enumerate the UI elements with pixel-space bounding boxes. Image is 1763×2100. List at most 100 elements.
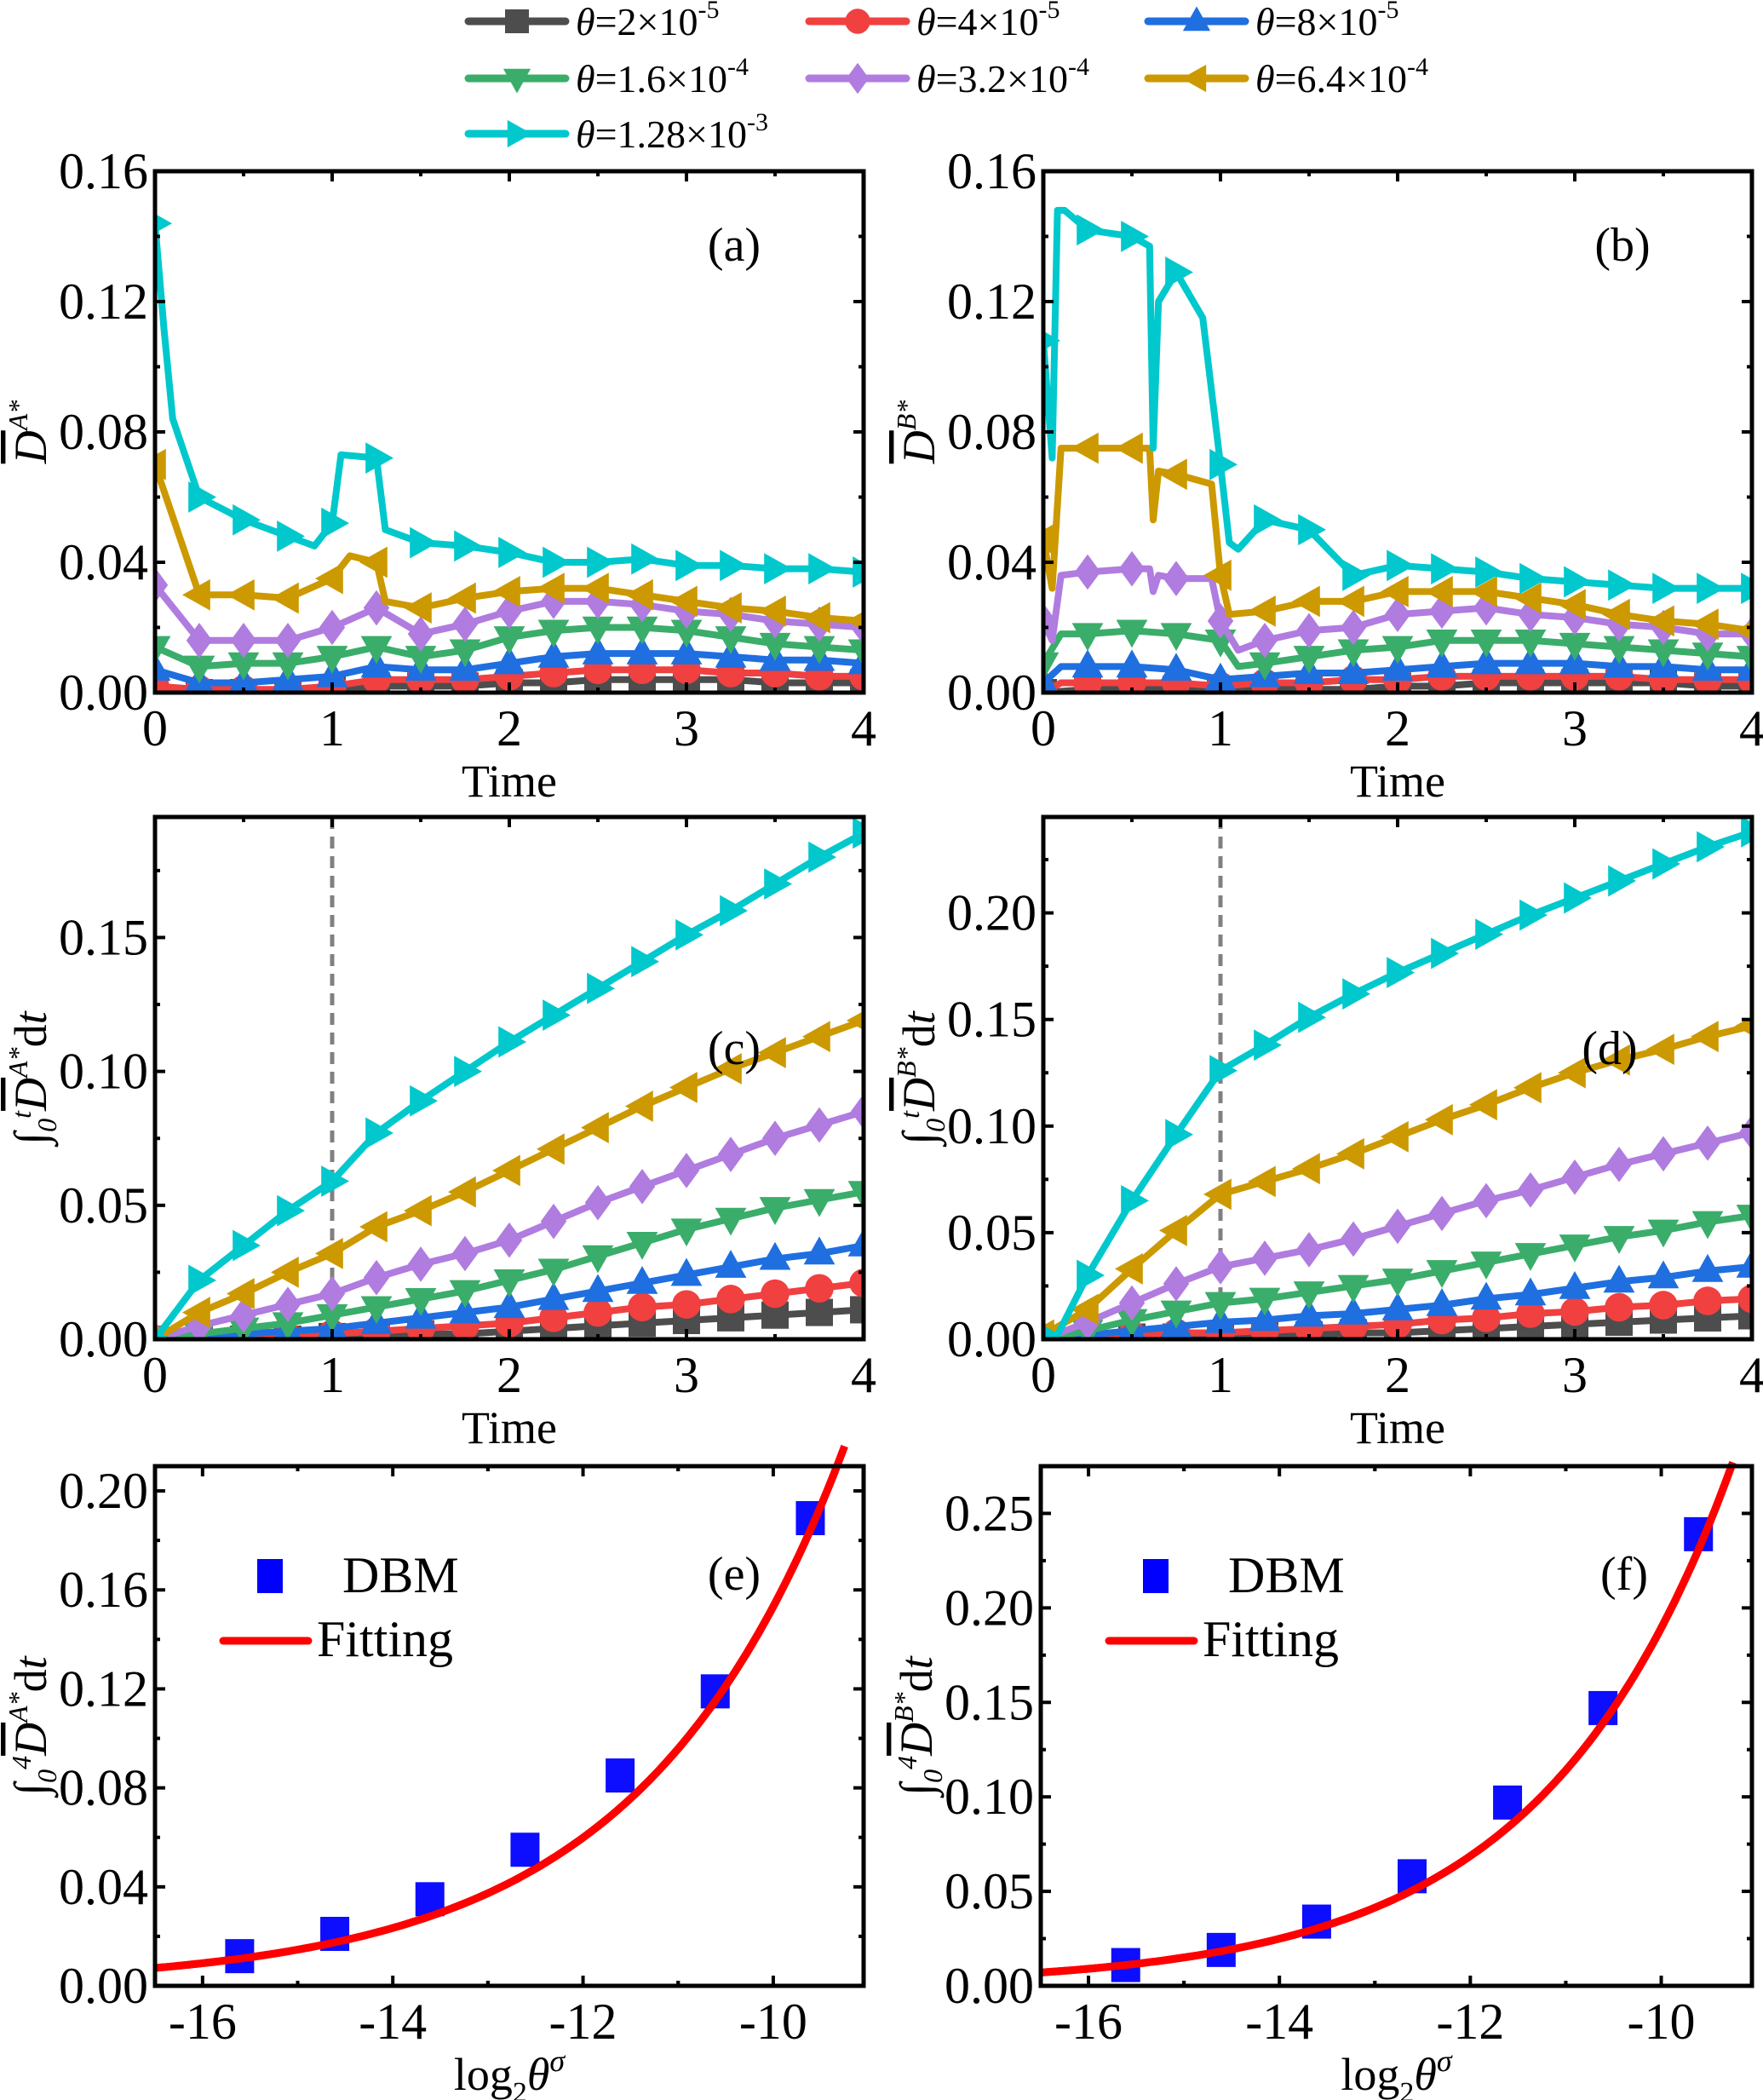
data-marker <box>582 1245 614 1274</box>
data-marker <box>1381 576 1409 607</box>
data-marker <box>1428 593 1456 630</box>
data-marker <box>1160 623 1192 652</box>
plot-area <box>155 213 864 693</box>
data-marker <box>1519 899 1548 931</box>
data-marker <box>759 632 791 661</box>
data-marker <box>155 653 171 682</box>
data-marker <box>1736 653 1752 682</box>
data-marker <box>230 623 257 659</box>
y-title-upper: t <box>6 1110 37 1119</box>
data-marker <box>1602 1044 1630 1076</box>
data-marker <box>1736 1205 1752 1233</box>
data-marker <box>715 626 747 654</box>
panel-label: (f) <box>1600 1548 1648 1601</box>
data-marker <box>1736 646 1752 674</box>
data-marker <box>1735 1015 1752 1036</box>
data-marker <box>449 1280 481 1309</box>
x-axis-title-text: Time <box>462 1402 557 1453</box>
data-marker <box>537 619 570 648</box>
x-tick-label: 2 <box>1385 1347 1410 1403</box>
data-marker <box>1559 1270 1591 1299</box>
legend-item: θ=2×10-5 <box>464 0 720 43</box>
dbm-point <box>510 1832 540 1867</box>
data-marker <box>764 868 792 900</box>
y-title-lower: 0 <box>32 1119 62 1132</box>
y-title-t: t <box>891 1654 942 1669</box>
y-tick-label: 0.04 <box>59 534 148 590</box>
data-marker <box>584 1184 612 1221</box>
data-marker <box>498 1026 526 1058</box>
data-marker <box>803 1188 836 1217</box>
data-marker <box>496 1222 523 1258</box>
y-title-lower: 0 <box>32 1769 62 1783</box>
data-marker <box>451 606 479 642</box>
data-marker <box>847 639 864 668</box>
y-tick-label: 0.15 <box>947 992 1037 1048</box>
y-title-d: d <box>893 1024 945 1047</box>
data-marker <box>1561 1159 1588 1195</box>
x-tick-label: 1 <box>1208 1347 1233 1403</box>
legend-exp: -5 <box>1378 0 1399 24</box>
legend-item: θ=8×10-5 <box>1144 0 1399 43</box>
data-marker <box>1337 656 1370 684</box>
x-axis-title: Time <box>462 756 557 807</box>
data-marker <box>543 546 571 578</box>
legend-theta: θ <box>916 57 936 101</box>
y-title-upper: t <box>894 1110 925 1119</box>
data-marker <box>626 1265 658 1294</box>
y-tick-label: 0.00 <box>947 665 1037 721</box>
x-tick-label: 3 <box>1562 700 1588 757</box>
data-marker <box>802 1021 830 1053</box>
data-marker <box>1340 609 1367 646</box>
y-title-upper: 4 <box>6 1756 37 1769</box>
data-marker <box>1647 1260 1680 1289</box>
data-marker <box>628 1292 657 1322</box>
y-title-D: D <box>893 1078 945 1112</box>
y-title-sup: A* <box>3 1692 33 1724</box>
data-marker <box>1209 448 1238 480</box>
data-marker <box>626 636 658 665</box>
data-marker <box>1074 1304 1101 1339</box>
y-tick-label: 0.05 <box>59 1177 148 1234</box>
data-marker <box>806 1107 833 1143</box>
data-marker <box>1426 1287 1458 1316</box>
data-marker <box>155 448 166 480</box>
legend-label: θ=1.28×10-3 <box>576 108 768 156</box>
y-title-int: ∫ <box>893 1130 947 1148</box>
data-marker <box>1160 653 1192 682</box>
data-marker <box>1249 652 1281 681</box>
data-marker <box>849 1269 864 1297</box>
y-title-upper: 4 <box>892 1756 922 1769</box>
y-title-D: D <box>5 1078 56 1112</box>
data-marker <box>853 817 864 849</box>
fit-curve-overlay <box>1040 1460 1737 1976</box>
legend-dbm-marker-icon <box>1143 1559 1169 1593</box>
plot-area <box>1043 817 1752 1339</box>
axes-frame <box>1041 814 1754 1342</box>
data-marker <box>448 582 476 614</box>
data-marker <box>1071 1293 1099 1326</box>
data-marker <box>1251 1240 1278 1276</box>
data-marker <box>1470 646 1502 675</box>
y-axis-title: ∫04DA*dt <box>3 1654 62 1798</box>
data-marker <box>316 646 348 674</box>
data-marker <box>537 1258 570 1287</box>
legend-theta: θ <box>1255 0 1275 43</box>
y-axis-title: DA* <box>3 400 56 465</box>
y-tick-label: 0.04 <box>59 1859 148 1915</box>
data-marker <box>1472 1303 1501 1332</box>
data-marker <box>360 1296 393 1325</box>
data-marker <box>540 1203 567 1240</box>
legend-label: θ=6.4×10-4 <box>1255 53 1428 101</box>
x-tick-label: -12 <box>549 1994 617 2050</box>
data-marker <box>1077 1259 1105 1292</box>
data-marker <box>183 655 215 684</box>
data-marker <box>359 546 388 578</box>
y-title-D: D <box>5 1723 56 1757</box>
data-marker <box>1470 1251 1502 1280</box>
data-marker <box>1646 605 1674 637</box>
legend-dbm-marker-icon <box>257 1559 283 1593</box>
x-axis-title-log: log <box>1341 2049 1399 2100</box>
data-marker <box>277 521 305 552</box>
data-marker <box>850 1093 864 1130</box>
